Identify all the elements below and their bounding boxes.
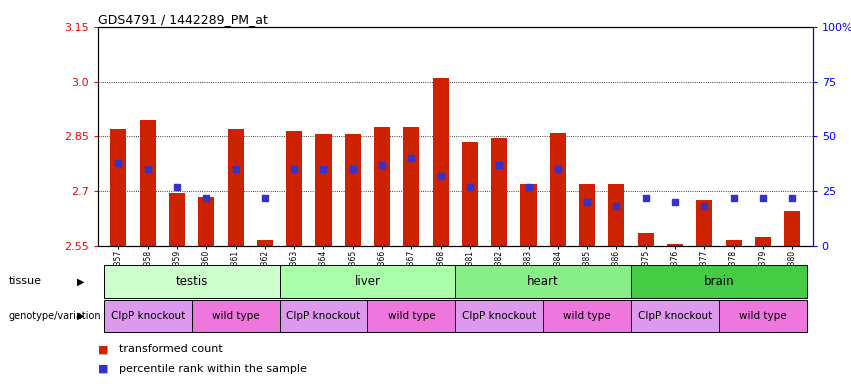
Bar: [368, 300, 455, 332]
Point: [551, 166, 564, 172]
Text: brain: brain: [704, 275, 734, 288]
Point: [229, 166, 243, 172]
Text: ClpP knockout: ClpP knockout: [286, 311, 361, 321]
Text: ClpP knockout: ClpP knockout: [111, 311, 185, 321]
Text: transformed count: transformed count: [119, 344, 223, 354]
Point: [463, 184, 477, 190]
Bar: [608, 184, 625, 246]
Bar: [784, 211, 800, 246]
Text: wild type: wild type: [212, 311, 260, 321]
Bar: [111, 129, 127, 246]
Point: [727, 195, 740, 201]
Point: [404, 155, 418, 161]
Point: [756, 195, 769, 201]
Point: [698, 203, 711, 209]
Point: [785, 195, 799, 201]
Bar: [104, 265, 279, 298]
Bar: [168, 193, 185, 246]
Point: [580, 199, 594, 205]
Point: [141, 166, 155, 172]
Text: genotype/variation: genotype/variation: [9, 311, 101, 321]
Point: [288, 166, 301, 172]
Text: wild type: wild type: [739, 311, 786, 321]
Bar: [579, 184, 595, 246]
Point: [522, 184, 535, 190]
Bar: [104, 300, 191, 332]
Bar: [550, 132, 566, 246]
Bar: [631, 300, 719, 332]
Text: ▶: ▶: [77, 311, 84, 321]
Bar: [491, 138, 507, 246]
Bar: [455, 300, 543, 332]
Point: [346, 166, 360, 172]
Point: [434, 173, 448, 179]
Bar: [403, 127, 420, 246]
Bar: [279, 265, 455, 298]
Point: [199, 195, 213, 201]
Bar: [637, 233, 654, 246]
Text: wild type: wild type: [387, 311, 435, 321]
Text: ClpP knockout: ClpP knockout: [638, 311, 712, 321]
Point: [258, 195, 271, 201]
Text: ■: ■: [98, 364, 108, 374]
Bar: [374, 127, 390, 246]
Text: liver: liver: [354, 275, 380, 288]
Text: GDS4791 / 1442289_PM_at: GDS4791 / 1442289_PM_at: [98, 13, 268, 26]
Bar: [462, 142, 478, 246]
Bar: [227, 129, 243, 246]
Text: heart: heart: [528, 275, 559, 288]
Text: ■: ■: [98, 344, 108, 354]
Bar: [455, 265, 631, 298]
Bar: [286, 131, 302, 246]
Point: [111, 159, 125, 166]
Text: ▶: ▶: [77, 276, 84, 286]
Point: [375, 162, 389, 168]
Point: [493, 162, 506, 168]
Bar: [755, 237, 771, 246]
Text: wild type: wild type: [563, 311, 611, 321]
Text: ClpP knockout: ClpP knockout: [462, 311, 536, 321]
Text: percentile rank within the sample: percentile rank within the sample: [119, 364, 307, 374]
Bar: [631, 265, 807, 298]
Bar: [521, 184, 537, 246]
Bar: [719, 300, 807, 332]
Bar: [667, 244, 683, 246]
Text: testis: testis: [175, 275, 208, 288]
Bar: [191, 300, 279, 332]
Bar: [140, 120, 156, 246]
Text: tissue: tissue: [9, 276, 42, 286]
Bar: [279, 300, 368, 332]
Bar: [345, 134, 361, 246]
Point: [668, 199, 682, 205]
Bar: [726, 240, 742, 246]
Point: [639, 195, 653, 201]
Point: [170, 184, 184, 190]
Point: [317, 166, 330, 172]
Bar: [257, 240, 273, 246]
Bar: [432, 78, 448, 246]
Bar: [198, 197, 214, 246]
Point: [609, 203, 623, 209]
Bar: [696, 200, 712, 246]
Bar: [543, 300, 631, 332]
Bar: [316, 134, 332, 246]
